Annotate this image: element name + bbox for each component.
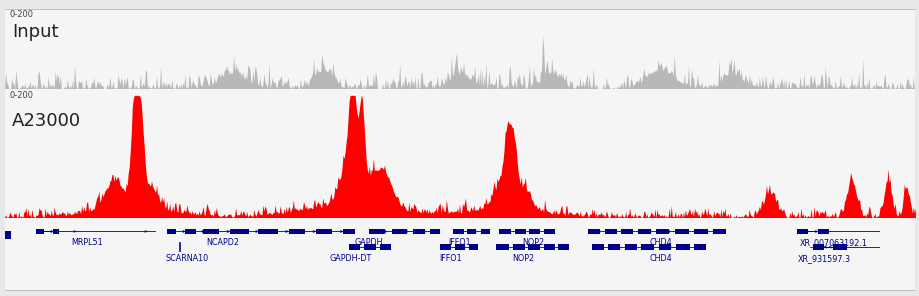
Bar bbox=[675, 244, 688, 250]
Text: Input: Input bbox=[12, 23, 58, 41]
Bar bbox=[52, 229, 59, 234]
Bar bbox=[641, 244, 653, 250]
Bar bbox=[454, 244, 465, 250]
Text: MRPL51: MRPL51 bbox=[71, 238, 102, 247]
Bar bbox=[712, 229, 725, 234]
Bar bbox=[514, 229, 525, 234]
Bar bbox=[185, 229, 196, 234]
Bar bbox=[439, 244, 450, 250]
Bar bbox=[391, 229, 407, 234]
Bar bbox=[587, 229, 599, 234]
Text: 0-200: 0-200 bbox=[9, 91, 33, 99]
Text: XR_007063192.1: XR_007063192.1 bbox=[799, 238, 867, 247]
Text: CHD4: CHD4 bbox=[649, 254, 671, 263]
Bar bbox=[693, 229, 707, 234]
Bar bbox=[604, 229, 616, 234]
Bar bbox=[543, 244, 554, 250]
Bar bbox=[413, 229, 425, 234]
Bar bbox=[512, 244, 524, 250]
Bar bbox=[499, 229, 510, 234]
Bar bbox=[481, 229, 490, 234]
Text: NOP2: NOP2 bbox=[512, 254, 534, 263]
Bar bbox=[812, 244, 823, 250]
Bar bbox=[796, 229, 807, 234]
Bar bbox=[637, 229, 651, 234]
Bar bbox=[833, 244, 846, 250]
Bar bbox=[5, 231, 11, 239]
Bar bbox=[316, 229, 332, 234]
Text: NCAPD2: NCAPD2 bbox=[207, 238, 240, 247]
Bar bbox=[655, 229, 669, 234]
Bar bbox=[658, 244, 671, 250]
Bar bbox=[343, 229, 355, 234]
Bar bbox=[624, 244, 636, 250]
Bar bbox=[543, 229, 554, 234]
Bar bbox=[231, 229, 248, 234]
Bar bbox=[348, 244, 359, 250]
Text: A23000: A23000 bbox=[12, 112, 81, 130]
Text: SCARNA10: SCARNA10 bbox=[165, 254, 208, 263]
Bar bbox=[817, 229, 828, 234]
Bar bbox=[467, 229, 476, 234]
Bar bbox=[369, 229, 385, 234]
Bar bbox=[675, 229, 687, 234]
Bar bbox=[528, 229, 539, 234]
Bar bbox=[37, 229, 44, 234]
Text: IFFO1: IFFO1 bbox=[439, 254, 461, 263]
Bar bbox=[592, 244, 603, 250]
Bar bbox=[166, 229, 176, 234]
Bar bbox=[380, 244, 391, 250]
Bar bbox=[364, 244, 376, 250]
Text: GAPDH: GAPDH bbox=[355, 238, 382, 247]
Bar bbox=[469, 244, 478, 250]
Bar bbox=[620, 229, 632, 234]
Bar bbox=[528, 244, 539, 250]
Text: 0-200: 0-200 bbox=[9, 10, 33, 19]
Text: CHD4: CHD4 bbox=[649, 238, 671, 247]
Bar bbox=[429, 229, 439, 234]
Text: GAPDH-DT: GAPDH-DT bbox=[329, 254, 371, 263]
Bar bbox=[452, 229, 463, 234]
Bar bbox=[289, 229, 305, 234]
Text: NOP2: NOP2 bbox=[521, 238, 543, 247]
Text: XR_931597.3: XR_931597.3 bbox=[797, 254, 850, 263]
Bar bbox=[693, 244, 705, 250]
Text: IFFO1: IFFO1 bbox=[448, 238, 471, 247]
Bar bbox=[558, 244, 569, 250]
Bar bbox=[496, 244, 508, 250]
Bar bbox=[607, 244, 619, 250]
Bar bbox=[203, 229, 219, 234]
Bar bbox=[257, 229, 278, 234]
